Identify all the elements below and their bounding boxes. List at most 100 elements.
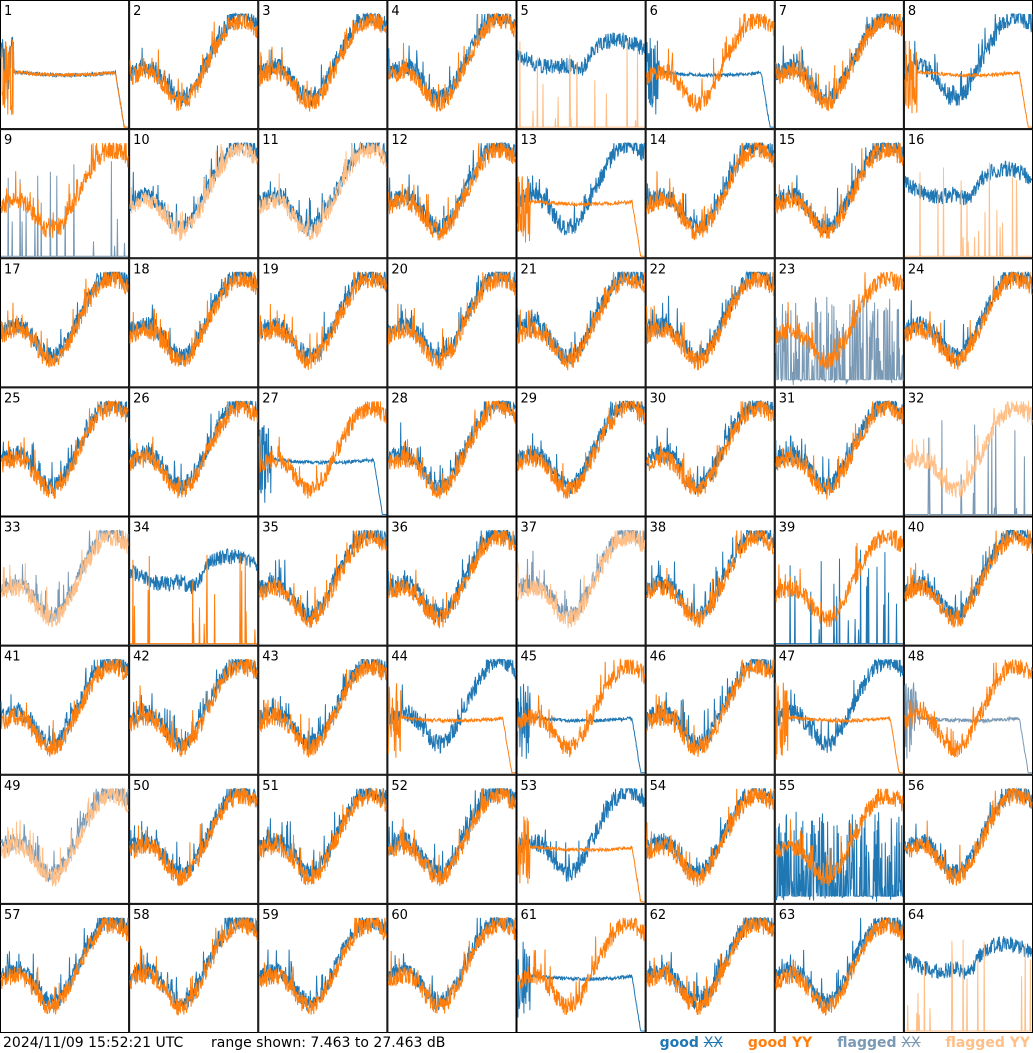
panel-label: 15 (779, 133, 796, 148)
series-yy-31 (775, 400, 904, 500)
panel-label: 1 (4, 4, 12, 19)
panel-59: 59 (258, 903, 388, 1033)
panel-58: 58 (129, 903, 259, 1033)
series-yy-29 (517, 399, 646, 499)
series-yy-23 (775, 271, 904, 370)
panel-34: 34 (129, 516, 259, 646)
panel-14: 14 (645, 129, 775, 259)
panel-label: 57 (4, 908, 21, 923)
panel-44: 44 (387, 645, 517, 775)
series-xx-43 (258, 657, 387, 753)
panel-36: 36 (387, 516, 517, 646)
panel-label: 39 (779, 521, 796, 536)
panel-label: 14 (650, 133, 667, 148)
series-yy-45 (517, 657, 646, 758)
series-yy-27 (258, 401, 387, 499)
panel-35: 35 (258, 516, 388, 646)
series-yy-43 (258, 659, 387, 758)
panel-54: 54 (645, 774, 775, 904)
series-yy-33 (0, 530, 129, 628)
series-yy-14 (646, 142, 775, 241)
series-yy-41 (0, 659, 129, 757)
panel-19: 19 (258, 258, 388, 388)
panel-46: 46 (645, 645, 775, 775)
series-yy-25 (0, 400, 129, 499)
series-yy-22 (646, 271, 775, 371)
panel-62: 62 (645, 903, 775, 1033)
panel-label: 3 (262, 4, 270, 19)
panel-57: 57 (0, 903, 130, 1033)
series-yy-9 (0, 142, 129, 239)
panel-13: 13 (516, 129, 646, 259)
panel-label: 26 (133, 391, 150, 406)
panel-label: 56 (908, 779, 925, 794)
series-yy-8 (904, 40, 1032, 128)
panel-39: 39 (774, 516, 904, 646)
series-yy-5 (517, 40, 645, 128)
series-yy-35 (258, 530, 387, 629)
panel-label: 18 (133, 262, 150, 277)
panel-label: 63 (779, 908, 796, 923)
panel-label: 59 (262, 908, 279, 923)
panel-37: 37 (516, 516, 646, 646)
panel-label: 36 (391, 521, 408, 536)
panel-label: 13 (521, 133, 538, 148)
series-yy-16 (904, 162, 1032, 257)
series-xx-48 (904, 682, 1032, 774)
series-yy-11 (258, 143, 387, 241)
panel-label: 16 (908, 133, 925, 148)
panel-label: 22 (650, 262, 667, 277)
series-yy-21 (517, 272, 646, 371)
panel-30: 30 (645, 387, 775, 517)
panel-3: 3 (258, 0, 388, 130)
panel-label: 62 (650, 908, 667, 923)
panel-label: 43 (262, 650, 279, 665)
series-xx-34 (129, 548, 258, 594)
series-yy-47 (775, 682, 903, 774)
panel-31: 31 (774, 387, 904, 517)
panel-label: 32 (908, 391, 925, 406)
series-xx-47 (775, 657, 904, 753)
series-xx-55 (775, 811, 903, 902)
series-xx-45 (517, 683, 645, 774)
panel-42: 42 (129, 645, 259, 775)
panel-label: 58 (133, 908, 150, 923)
series-xx-59 (258, 917, 387, 1011)
panel-32: 32 (903, 387, 1033, 517)
panel-label: 27 (262, 391, 279, 406)
panel-22: 22 (645, 258, 775, 388)
panel-label: 64 (908, 908, 925, 923)
series-xx-25 (0, 399, 129, 496)
series-xx-39 (775, 549, 903, 645)
panel-label: 40 (908, 521, 925, 536)
panel-label: 29 (521, 391, 538, 406)
panel-label: 60 (391, 908, 408, 923)
panel-label: 25 (4, 391, 21, 406)
series-yy-54 (646, 788, 775, 887)
panel-51: 51 (258, 774, 388, 904)
panel-label: 54 (650, 779, 667, 794)
legend-flagged-xx: flagged XX (837, 1035, 921, 1051)
panel-41: 41 (0, 645, 130, 775)
legend-good-yy: good YY (747, 1035, 813, 1051)
series-yy-15 (775, 142, 904, 239)
panel-49: 49 (0, 774, 130, 904)
panel-28: 28 (387, 387, 517, 517)
series-xx-9 (1, 161, 129, 257)
series-yy-18 (129, 272, 258, 368)
panel-label: 33 (4, 521, 21, 536)
series-yy-20 (387, 270, 516, 371)
series-xx-10 (129, 142, 258, 235)
series-yy-52 (387, 788, 516, 887)
panel-17: 17 (0, 258, 130, 388)
panel-label: 38 (650, 521, 667, 536)
series-yy-62 (646, 916, 775, 1015)
panel-label: 20 (391, 262, 408, 277)
panel-label: 37 (521, 521, 538, 536)
series-yy-50 (129, 787, 258, 887)
timestamp: 2024/11/09 15:52:21 UTC (3, 1035, 184, 1051)
panel-label: 47 (779, 650, 796, 665)
series-yy-32 (904, 400, 1033, 498)
panel-label: 6 (650, 4, 658, 19)
series-yy-48 (904, 659, 1033, 758)
